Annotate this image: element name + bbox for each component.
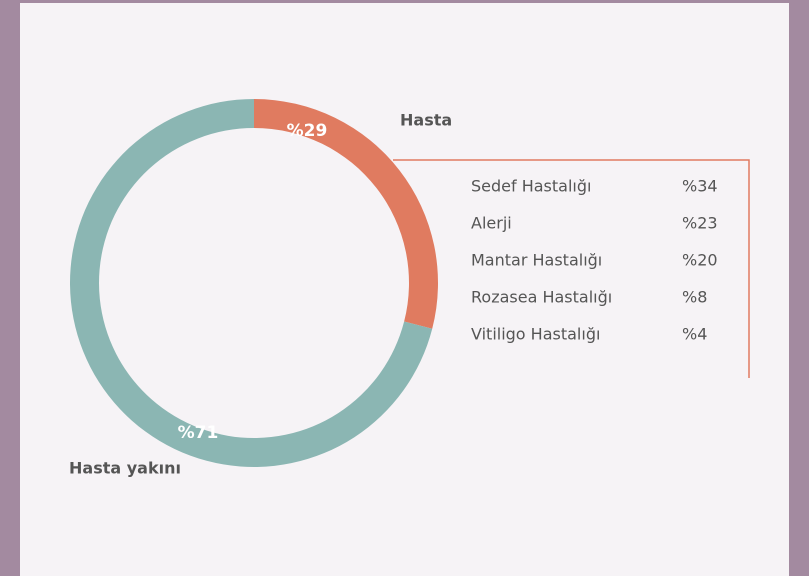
slice-value-label: %71 [178,423,219,443]
slice-name: Hasta yakını [69,459,181,478]
breakdown-share: %20 [682,251,718,270]
breakdown-name: Alerji [471,214,512,233]
breakdown-name: Rozasea Hastalığı [471,288,612,307]
bracket-line [393,159,750,378]
donut-slice [254,99,438,329]
breakdown-share: %8 [682,288,707,307]
panel [20,3,789,576]
breakdown-name: Vitiligo Hastalığı [471,325,600,344]
slice-name: Hasta [400,111,452,130]
breakdown-name: Mantar Hastalığı [471,251,602,270]
breakdown-share: %23 [682,214,718,233]
breakdown-share: %34 [682,177,718,196]
breakdown-share: %4 [682,325,707,344]
breakdown-name: Sedef Hastalığı [471,177,591,196]
slice-value-label: %29 [287,121,328,141]
